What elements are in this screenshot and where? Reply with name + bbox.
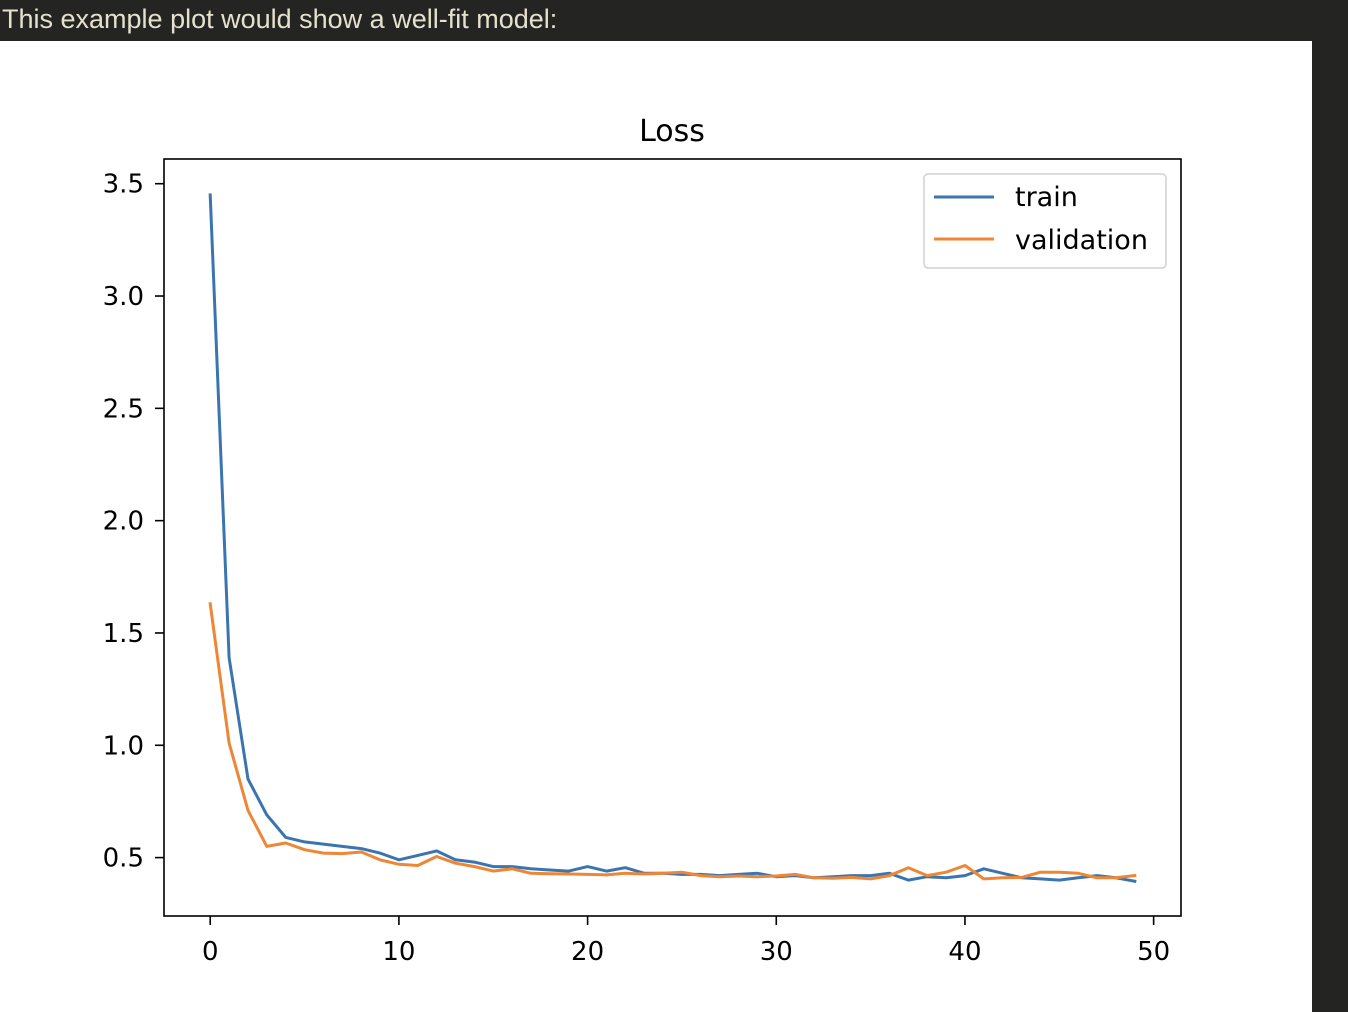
axes-frame <box>163 158 1182 917</box>
x-tick-label: 0 <box>202 937 219 967</box>
series-line-validation <box>208 602 1137 881</box>
y-tick-label: 3.5 <box>103 170 144 200</box>
x-tick-label: 20 <box>571 937 604 967</box>
x-tick-label: 50 <box>1137 937 1170 967</box>
legend-label-validation: validation <box>1015 225 1148 256</box>
y-tick-label: 2.5 <box>103 394 144 424</box>
series-line-train <box>208 193 1137 883</box>
y-tick-label: 2.0 <box>103 507 144 537</box>
y-tick-label: 1.5 <box>103 619 144 649</box>
x-tick-label: 30 <box>760 937 793 967</box>
notebook-caption: This example plot would show a well-fit … <box>2 4 558 34</box>
y-tick-label: 1.0 <box>103 731 144 761</box>
legend: train validation <box>923 173 1167 269</box>
x-tick-label: 10 <box>382 937 415 967</box>
chart-title: Loss <box>639 114 705 149</box>
y-tick-label: 0.5 <box>103 844 144 874</box>
legend-label-train: train <box>1015 182 1078 213</box>
plot-area <box>208 193 1137 883</box>
x-tick-label: 40 <box>948 937 981 967</box>
plot-output-panel: Loss 0 10 20 30 40 50 0.5 1.0 1.5 2.0 2.5 3.0 3.5 t… <box>0 41 1312 1012</box>
y-tick-label: 3.0 <box>103 282 144 312</box>
x-axis: 0 10 20 30 40 50 <box>202 916 1170 967</box>
y-axis: 0.5 1.0 1.5 2.0 2.5 3.0 3.5 <box>103 170 164 874</box>
loss-chart: Loss 0 10 20 30 40 50 0.5 1.0 1.5 2.0 2.5 3.0 3.5 t… <box>103 114 1182 967</box>
